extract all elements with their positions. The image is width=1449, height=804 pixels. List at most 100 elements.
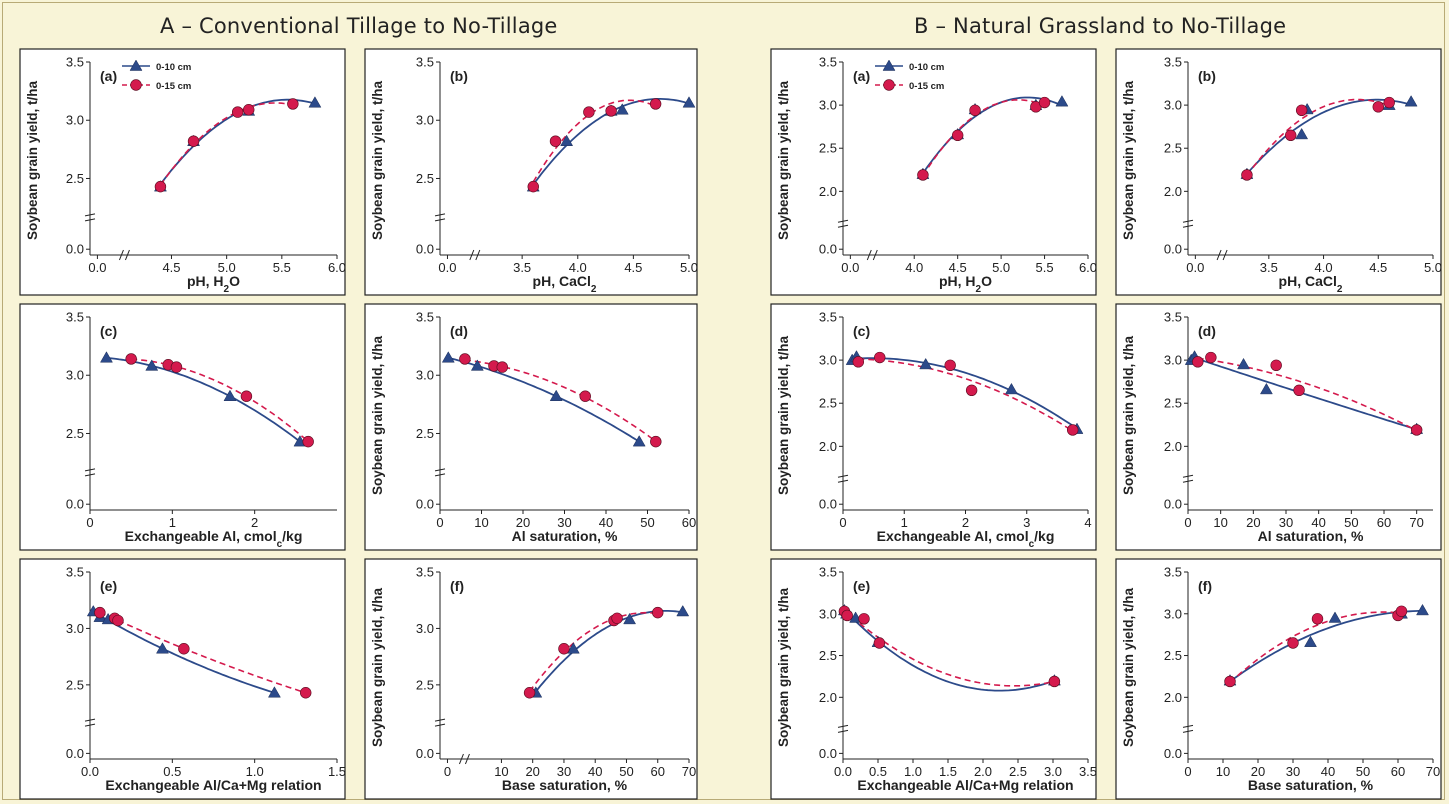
data-point-0-15cm xyxy=(302,435,314,448)
x-tick-label: 2.5 xyxy=(1009,764,1027,779)
y-tick-label: 3.5 xyxy=(819,565,837,580)
data-point-0-15cm xyxy=(1224,675,1236,688)
data-point-0-15cm xyxy=(1395,605,1408,617)
x-tick-label: 5.0 xyxy=(992,260,1010,275)
data-point-0-15cm xyxy=(951,129,964,141)
y-axis-label: Soybean grain yield, t/ha xyxy=(776,587,791,747)
axis-break-mark xyxy=(837,474,849,478)
x-tick-label: 50 xyxy=(619,764,633,779)
axis-break-mark xyxy=(1182,724,1194,728)
trend-line-0-10cm xyxy=(852,357,1078,430)
chart-panel: 0 10 20 30 40 50 60 70 0.0 2.0 2.5 3.0 3.5 Base satur… xyxy=(1115,558,1442,800)
chart-panel: 0 10 20 30 40 50 60 70 0.0 2.5 3.0 3.5 Base saturati… xyxy=(364,558,698,800)
axis-break-mark xyxy=(464,753,470,765)
x-tick-label: 40 xyxy=(588,764,602,779)
y-tick-label: 2.5 xyxy=(416,677,434,692)
chart-panel: 0 10 20 30 40 50 60 0.0 2.5 3.0 3.5 Al saturation, … xyxy=(364,303,698,551)
y-tick-label: 3.0 xyxy=(66,113,84,128)
panel-border xyxy=(1115,303,1442,551)
data-point-0-15cm xyxy=(1285,129,1297,141)
data-point-0-15cm xyxy=(1048,675,1061,688)
y-tick-label: 3.5 xyxy=(416,310,434,325)
y-tick-label: 0.0 xyxy=(1164,497,1182,512)
y-tick-label: 0.0 xyxy=(66,746,84,761)
legend-label: 0-10 cm xyxy=(909,62,944,73)
panel-border xyxy=(770,48,1097,296)
axis-break-mark xyxy=(1182,479,1194,483)
x-tick-label: 60 xyxy=(1391,764,1405,779)
y-axis-label: Soybean grain yield, t/ha xyxy=(776,80,791,240)
panel-tag: (a) xyxy=(853,68,870,84)
x-tick-label: 4.0 xyxy=(1315,260,1333,275)
legend-label: 0-10 cm xyxy=(156,62,191,73)
x-tick-label: 10 xyxy=(1213,515,1227,530)
y-tick-label: 2.0 xyxy=(1164,690,1182,705)
x-tick-label: 0.0 xyxy=(834,764,852,779)
data-point-0-15cm xyxy=(178,643,190,655)
trend-line-0-10cm xyxy=(1191,355,1417,431)
section-a-title: A – Conventional Tillage to No-Tillage xyxy=(160,14,558,38)
y-tick-label: 2.5 xyxy=(819,141,837,156)
y-tick-label: 3.0 xyxy=(1164,98,1182,113)
y-tick-label: 3.0 xyxy=(819,606,837,621)
data-point-0-15cm xyxy=(154,180,167,193)
x-axis-label: Al saturation, % xyxy=(1258,528,1364,544)
panel-border xyxy=(364,48,698,296)
axis-break-mark xyxy=(837,724,849,728)
axis-break-mark xyxy=(837,479,849,483)
y-tick-label: 2.5 xyxy=(66,171,84,186)
data-point-0-15cm xyxy=(527,180,539,193)
y-tick-label: 0.0 xyxy=(66,242,84,257)
axis-break-mark xyxy=(84,468,96,472)
panel-border xyxy=(770,558,1097,800)
y-axis-label: Soybean grain yield, t/ha xyxy=(1121,335,1136,495)
data-point-0-15cm xyxy=(1270,359,1282,371)
data-point-0-10cm xyxy=(223,389,237,401)
x-tick-label: 10 xyxy=(474,515,488,530)
data-point-0-15cm xyxy=(579,390,591,402)
data-point-0-15cm xyxy=(170,361,183,373)
data-point-0-15cm xyxy=(523,687,536,699)
data-point-0-15cm xyxy=(240,390,253,402)
x-axis-label: Exchangeable Al/Ca+Mg relation xyxy=(105,777,321,793)
x-tick-label: 0 xyxy=(444,764,451,779)
axis-break-mark xyxy=(475,249,481,261)
legend-label: 0-15 cm xyxy=(156,81,191,92)
x-tick-label: 0.5 xyxy=(163,764,181,779)
x-axis-label: Al saturation, % xyxy=(512,528,618,544)
x-tick-label: 30 xyxy=(557,764,571,779)
panel-tag: (f) xyxy=(450,578,464,594)
x-tick-label: 30 xyxy=(557,515,571,530)
y-tick-label: 3.0 xyxy=(416,113,434,128)
data-point-0-15cm xyxy=(1066,424,1079,436)
x-tick-label: 50 xyxy=(1344,515,1358,530)
chart-panel: 0 1 2 0.0 2.5 3.0 3.5 Exchangeable Al, cmolc/kg… xyxy=(19,303,346,551)
chart-panel: 0.0 0.5 1.0 1.5 0.0 2.5 3.0 3.5 Exchangeable Al/… xyxy=(19,558,346,800)
y-tick-label: 2.5 xyxy=(1164,141,1182,156)
y-tick-label: 3.0 xyxy=(66,368,84,383)
axis-break-mark xyxy=(866,249,872,261)
trend-line-0-15cm xyxy=(922,99,1045,177)
x-tick-label: 0 xyxy=(1184,515,1191,530)
data-point-0-15cm xyxy=(841,609,853,622)
x-tick-label: 50 xyxy=(1356,764,1370,779)
y-tick-label: 3.5 xyxy=(819,310,837,325)
y-tick-label: 3.0 xyxy=(1164,353,1182,368)
x-tick-label: 4.5 xyxy=(624,260,642,275)
panel-border xyxy=(1115,558,1442,800)
panel-tag: (d) xyxy=(1198,323,1216,339)
x-axis-label: Exchangeable Al, cmolc/kg xyxy=(877,528,1055,550)
data-point-0-15cm xyxy=(874,351,886,364)
y-tick-label: 2.0 xyxy=(819,184,837,199)
y-axis-label: Soybean grain yield, t/ha xyxy=(776,335,791,495)
chart-panel: 0 1 2 3 4 0.0 2.0 2.5 3.0 3.5 Exchangeable Al, cmo… xyxy=(770,303,1097,551)
chart-panel: 0.0 3.5 4.0 4.5 5.00.02.53.03.5pH, CaCl2Soyb… xyxy=(364,48,698,296)
data-point-0-10cm xyxy=(1328,611,1342,623)
y-axis-label: Soybean grain yield, t/ha xyxy=(370,587,385,747)
y-tick-label: 0.0 xyxy=(416,242,434,257)
data-point-0-15cm xyxy=(1205,351,1217,364)
data-point-0-15cm xyxy=(649,98,662,110)
data-point-0-10cm xyxy=(623,612,637,625)
data-point-0-15cm xyxy=(1287,637,1299,649)
